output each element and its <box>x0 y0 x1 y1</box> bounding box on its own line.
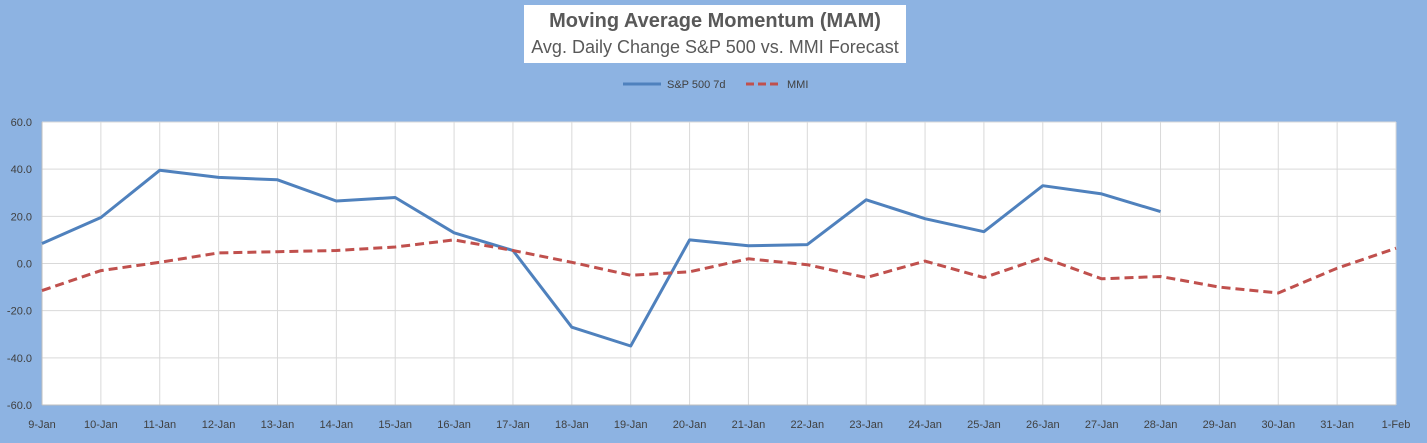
x-tick-label: 13-Jan <box>261 419 295 431</box>
y-tick-label: -40.0 <box>7 353 32 365</box>
y-tick-label: 0.0 <box>17 259 32 271</box>
y-tick-label: -20.0 <box>7 306 32 318</box>
x-tick-label: 29-Jan <box>1203 419 1237 431</box>
data-point <box>393 195 397 199</box>
x-tick-label: 18-Jan <box>555 419 589 431</box>
x-tick-label: 10-Jan <box>84 419 118 431</box>
data-point <box>1217 285 1221 289</box>
title-box: Moving Average Momentum (MAM) Avg. Daily… <box>524 5 906 63</box>
x-tick-label: 14-Jan <box>320 419 354 431</box>
data-point <box>1041 184 1045 188</box>
data-point <box>1276 291 1280 295</box>
data-point <box>982 230 986 234</box>
legend-label: S&P 500 7d <box>667 79 726 91</box>
data-point <box>1041 256 1045 260</box>
y-tick-label: 60.0 <box>11 117 32 129</box>
x-tick-label: 27-Jan <box>1085 419 1119 431</box>
x-tick-label: 16-Jan <box>437 419 471 431</box>
data-point <box>99 269 103 273</box>
data-point <box>688 238 692 242</box>
x-tick-label: 17-Jan <box>496 419 530 431</box>
legend-label: MMI <box>787 79 808 91</box>
x-tick-label: 26-Jan <box>1026 419 1060 431</box>
x-tick-label: 31-Jan <box>1320 419 1354 431</box>
data-point <box>275 250 279 254</box>
y-tick-label: 40.0 <box>11 164 32 176</box>
data-point <box>217 251 221 255</box>
data-point <box>40 289 44 293</box>
x-tick-label: 15-Jan <box>378 419 412 431</box>
data-point <box>158 260 162 264</box>
x-tick-label: 11-Jan <box>143 419 176 431</box>
x-tick-label: 19-Jan <box>614 419 648 431</box>
data-point <box>99 216 103 220</box>
data-point <box>158 168 162 172</box>
data-point <box>805 263 809 267</box>
data-point <box>334 199 338 203</box>
data-point <box>1159 274 1163 278</box>
x-tick-label: 28-Jan <box>1144 419 1178 431</box>
x-tick-label: 22-Jan <box>790 419 824 431</box>
data-point <box>1100 277 1104 281</box>
data-point <box>805 243 809 247</box>
x-tick-label: 30-Jan <box>1261 419 1295 431</box>
x-tick-label: 24-Jan <box>908 419 942 431</box>
x-tick-label: 12-Jan <box>202 419 236 431</box>
data-point <box>923 259 927 263</box>
data-point <box>1394 246 1398 250</box>
y-tick-label: -60.0 <box>7 400 32 412</box>
data-point <box>864 276 868 280</box>
chart-title: Moving Average Momentum (MAM) <box>549 10 881 32</box>
data-point <box>923 217 927 221</box>
data-point <box>688 270 692 274</box>
data-point <box>393 245 397 249</box>
data-point <box>1100 192 1104 196</box>
data-point <box>864 198 868 202</box>
data-point <box>275 178 279 182</box>
x-tick-label: 20-Jan <box>673 419 707 431</box>
data-point <box>452 231 456 235</box>
data-point <box>452 238 456 242</box>
data-point <box>1159 210 1163 214</box>
x-tick-label: 23-Jan <box>849 419 883 431</box>
chart-subtitle: Avg. Daily Change S&P 500 vs. MMI Foreca… <box>531 37 899 57</box>
y-tick-label: 20.0 <box>11 211 32 223</box>
data-point <box>334 249 338 253</box>
data-point <box>570 260 574 264</box>
data-point <box>40 241 44 245</box>
series-line-mmi <box>41 238 1397 295</box>
data-point <box>1335 266 1339 270</box>
data-point <box>217 175 221 179</box>
data-point <box>511 249 515 253</box>
data-point <box>629 273 633 277</box>
data-point <box>746 257 750 261</box>
data-point <box>982 276 986 280</box>
data-point <box>570 325 574 329</box>
x-tick-label: 21-Jan <box>732 419 766 431</box>
x-tick-label: 25-Jan <box>967 419 1001 431</box>
series-line-sp500-7d <box>41 168 1161 348</box>
data-point <box>629 344 633 348</box>
x-tick-label: 9-Jan <box>28 419 56 431</box>
data-point <box>746 244 750 248</box>
x-tick-label: 1-Feb <box>1382 419 1411 431</box>
